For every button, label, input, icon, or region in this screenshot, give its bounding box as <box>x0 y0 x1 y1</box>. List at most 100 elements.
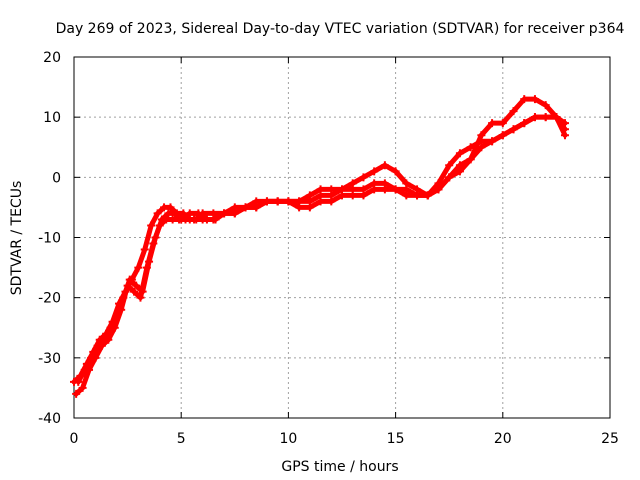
data-point <box>488 119 497 128</box>
data-point <box>498 131 507 140</box>
data-point <box>520 119 529 128</box>
data-point <box>190 215 199 224</box>
data-point <box>455 167 464 176</box>
data-point <box>520 95 529 104</box>
grid-lines <box>74 57 610 418</box>
series-trace <box>75 96 568 385</box>
data-point <box>402 191 411 200</box>
data-point <box>541 101 550 110</box>
data-point <box>391 185 400 194</box>
data-point <box>402 179 411 188</box>
data-point <box>125 275 134 284</box>
data-point <box>530 113 539 122</box>
data-point <box>423 191 432 200</box>
chart-title: Day 269 of 2023, Sidereal Day-to-day VTE… <box>56 21 625 37</box>
data-point <box>498 119 507 128</box>
data-point <box>434 185 443 194</box>
y-tick-label: 0 <box>52 170 61 186</box>
x-tick-label: 10 <box>279 431 297 447</box>
x-tick-label: 25 <box>601 431 619 447</box>
data-point <box>530 95 539 104</box>
data-point <box>316 197 325 206</box>
data-point <box>220 209 229 218</box>
data-point <box>273 197 282 206</box>
data-point <box>391 167 400 176</box>
data-point <box>305 203 314 212</box>
data-point <box>380 185 389 194</box>
data-point <box>140 245 149 254</box>
data-point <box>370 185 379 194</box>
data-point <box>241 203 250 212</box>
data-point <box>157 215 166 224</box>
data-point <box>153 209 162 218</box>
data-point <box>130 287 139 296</box>
x-tick-label: 20 <box>494 431 512 447</box>
data-point <box>72 389 81 398</box>
data-point <box>295 197 304 206</box>
data-point <box>211 215 220 224</box>
x-tick-label: 0 <box>70 431 79 447</box>
data-point <box>262 197 271 206</box>
y-axis-label: SDTVAR / TECUs <box>9 181 25 296</box>
data-point <box>134 263 143 272</box>
data-point <box>488 137 497 146</box>
data-point <box>230 209 239 218</box>
data-point <box>413 185 422 194</box>
y-tick-label: 20 <box>43 50 61 66</box>
data-point <box>252 203 261 212</box>
data-point <box>185 209 194 218</box>
data-point <box>327 185 336 194</box>
x-tick-label: 15 <box>387 431 405 447</box>
data-point <box>132 281 141 290</box>
data-point <box>316 185 325 194</box>
axis-ticks: 0 5 10 15 20 25 -40 -30 -20 -10 0 10 20 <box>38 50 619 447</box>
data-point <box>100 335 109 344</box>
data-point <box>147 221 156 230</box>
data-point <box>327 197 336 206</box>
data-point <box>509 125 518 134</box>
y-tick-label: -30 <box>38 351 61 367</box>
data-point <box>106 323 115 332</box>
data-point <box>445 161 454 170</box>
data-point <box>74 377 83 386</box>
series-track-2 <box>72 113 569 398</box>
data-point <box>166 203 175 212</box>
y-tick-label: -10 <box>38 231 61 247</box>
data-point <box>112 311 121 320</box>
data-point <box>348 191 357 200</box>
x-axis-label: GPS time / hours <box>281 459 398 475</box>
data-point <box>170 209 179 218</box>
data-series <box>70 95 569 398</box>
data-point <box>477 131 486 140</box>
data-point <box>80 365 89 374</box>
x-tick-label: 5 <box>177 431 186 447</box>
data-point <box>305 191 314 200</box>
series-track-1 <box>70 113 569 386</box>
data-point <box>541 113 550 122</box>
data-point <box>119 293 128 302</box>
series-track-3 <box>74 95 569 386</box>
data-point <box>136 293 145 302</box>
data-point <box>348 179 357 188</box>
data-point <box>202 215 211 224</box>
data-point <box>151 233 160 242</box>
data-point <box>284 197 293 206</box>
data-point <box>359 173 368 182</box>
data-point <box>78 383 87 392</box>
data-point <box>87 353 96 362</box>
data-point <box>145 257 154 266</box>
data-point <box>138 287 147 296</box>
y-tick-label: -40 <box>38 411 61 427</box>
data-point <box>466 155 475 164</box>
data-point <box>552 113 561 122</box>
data-point <box>380 161 389 170</box>
y-tick-label: -20 <box>38 291 61 307</box>
data-point <box>177 215 186 224</box>
data-point <box>455 149 464 158</box>
data-point <box>509 107 518 116</box>
data-point <box>194 209 203 218</box>
data-point <box>338 185 346 194</box>
data-point <box>93 341 102 350</box>
data-point <box>560 131 569 140</box>
